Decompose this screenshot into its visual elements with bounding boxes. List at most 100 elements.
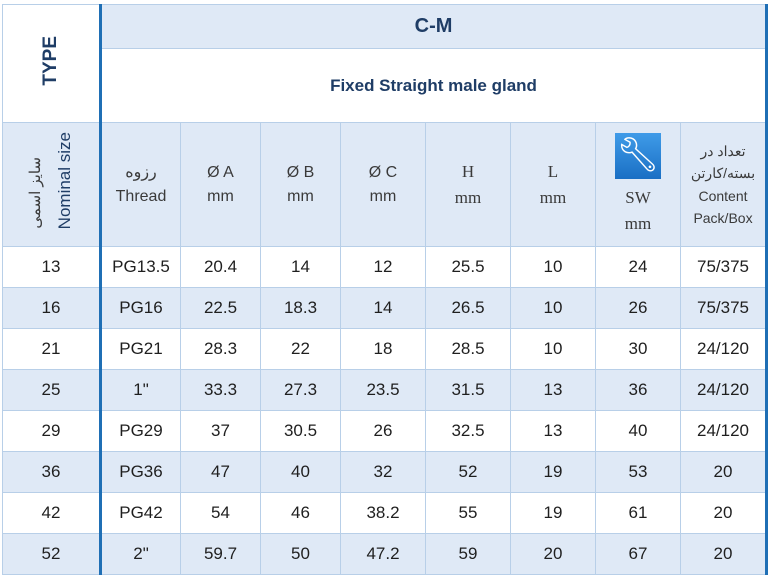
h-label: H — [461, 162, 475, 181]
dia-a-cell: 37 — [180, 410, 261, 452]
nominal-size-cell: 16 — [2, 287, 101, 329]
sw-cell: 53 — [595, 451, 681, 493]
content-cell: 20 — [679, 451, 768, 493]
nominal-size-en: Nominal size — [54, 131, 74, 230]
unit-label: mm — [624, 213, 652, 233]
content-cell: 24/120 — [679, 410, 768, 452]
table-row: 52 2" 59.7 50 47.2 59 20 67 20 — [2, 533, 768, 575]
dia-a-cell: 28.3 — [180, 328, 261, 370]
dia-b-cell: 50 — [260, 533, 341, 575]
thread-cell: 1" — [99, 369, 181, 411]
dia-b-cell: 40 — [260, 451, 341, 493]
dia-b-cell: 14 — [260, 246, 341, 288]
dia-a-cell: 47 — [180, 451, 261, 493]
content-cell: 24/120 — [679, 328, 768, 370]
unit-label: mm — [287, 187, 314, 205]
nominal-size-cell: 21 — [2, 328, 101, 370]
h-cell: 32.5 — [425, 410, 511, 452]
sw-label: SW — [625, 188, 651, 207]
sw-cell: 30 — [595, 328, 681, 370]
dia-c-cell: 47.2 — [340, 533, 426, 575]
l-cell: 20 — [510, 533, 596, 575]
wrench-icon: 🔧︎ — [615, 133, 661, 179]
h-cell: 59 — [425, 533, 511, 575]
table-row: 36 PG36 47 40 32 52 19 53 20 — [2, 451, 768, 493]
thread-cell: PG29 — [99, 410, 181, 452]
nominal-size-fa: سایز اسمی — [27, 157, 44, 230]
dia-a-cell: 59.7 — [180, 533, 261, 575]
dia-a-cell: 33.3 — [180, 369, 261, 411]
dia-c-cell: 14 — [340, 287, 426, 329]
h-cell: 26.5 — [425, 287, 511, 329]
sw-cell: 26 — [595, 287, 681, 329]
content-en-2: Pack/Box — [693, 209, 753, 226]
dia-b-cell: 22 — [260, 328, 341, 370]
dia-b-header: Ø B mm — [260, 122, 341, 247]
thread-header: رزوه Thread — [99, 122, 181, 247]
dia-c-label: Ø C — [368, 163, 398, 181]
h-cell: 52 — [425, 451, 511, 493]
nominal-size-cell: 36 — [2, 451, 101, 493]
table-row: 13 PG13.5 20.4 14 12 25.5 10 24 75/375 — [2, 246, 768, 288]
dia-a-cell: 22.5 — [180, 287, 261, 329]
sw-cell: 24 — [595, 246, 681, 288]
nominal-size-cell: 52 — [2, 533, 101, 575]
dia-a-label: Ø A — [207, 163, 234, 181]
table-row: 16 PG16 22.5 18.3 14 26.5 10 26 75/375 — [2, 287, 768, 329]
nominal-size-cell: 29 — [2, 410, 101, 452]
sw-cell: 67 — [595, 533, 681, 575]
table-row: 21 PG21 28.3 22 18 28.5 10 30 24/120 — [2, 328, 768, 370]
unit-label: mm — [454, 187, 482, 207]
content-fa-2: بسته/کارتن — [690, 165, 756, 182]
dia-a-cell: 54 — [180, 492, 261, 534]
sw-header: 🔧︎ SW mm — [595, 122, 681, 247]
l-cell: 10 — [510, 287, 596, 329]
thread-en: Thread — [115, 187, 167, 205]
sw-cell: 36 — [595, 369, 681, 411]
dia-c-cell: 38.2 — [340, 492, 426, 534]
nominal-size-cell: 13 — [2, 246, 101, 288]
model-name: C-M — [98, 4, 768, 49]
content-fa-1: تعداد در — [700, 142, 746, 159]
nominal-size-cell: 25 — [2, 369, 101, 411]
dia-a-cell: 20.4 — [180, 246, 261, 288]
table-row: 25 1" 33.3 27.3 23.5 31.5 13 36 24/120 — [2, 369, 768, 411]
dia-c-cell: 26 — [340, 410, 426, 452]
content-header: تعداد در بسته/کارتن Content Pack/Box — [679, 122, 768, 247]
l-label: L — [547, 162, 559, 181]
thread-cell: PG42 — [99, 492, 181, 534]
dia-c-cell: 12 — [340, 246, 426, 288]
unit-label: mm — [369, 187, 397, 205]
dia-c-header: Ø C mm — [340, 122, 426, 247]
content-cell: 20 — [679, 492, 768, 534]
thread-fa: رزوه — [125, 163, 157, 181]
unit-label: mm — [207, 187, 234, 205]
h-cell: 55 — [425, 492, 511, 534]
content-cell: 24/120 — [679, 369, 768, 411]
dia-b-cell: 18.3 — [260, 287, 341, 329]
l-cell: 19 — [510, 451, 596, 493]
dia-c-cell: 23.5 — [340, 369, 426, 411]
type-label-cell: TYPE — [2, 4, 101, 123]
dia-c-cell: 18 — [340, 328, 426, 370]
dia-c-cell: 32 — [340, 451, 426, 493]
thread-cell: 2" — [99, 533, 181, 575]
nominal-size-header: سایز اسمی Nominal size — [2, 122, 101, 247]
h-cell: 25.5 — [425, 246, 511, 288]
unit-label: mm — [539, 187, 567, 207]
thread-cell: PG21 — [99, 328, 181, 370]
l-cell: 13 — [510, 369, 596, 411]
content-en-1: Content — [698, 187, 748, 204]
l-cell: 10 — [510, 328, 596, 370]
product-description: Fixed Straight male gland — [98, 48, 768, 123]
h-cell: 28.5 — [425, 328, 511, 370]
table-row: 42 PG42 54 46 38.2 55 19 61 20 — [2, 492, 768, 534]
dia-a-header: Ø A mm — [180, 122, 261, 247]
thread-cell: PG13.5 — [99, 246, 181, 288]
l-cell: 10 — [510, 246, 596, 288]
sw-cell: 40 — [595, 410, 681, 452]
spec-table: TYPE C-M Fixed Straight male gland سایز … — [2, 4, 768, 575]
sw-cell: 61 — [595, 492, 681, 534]
